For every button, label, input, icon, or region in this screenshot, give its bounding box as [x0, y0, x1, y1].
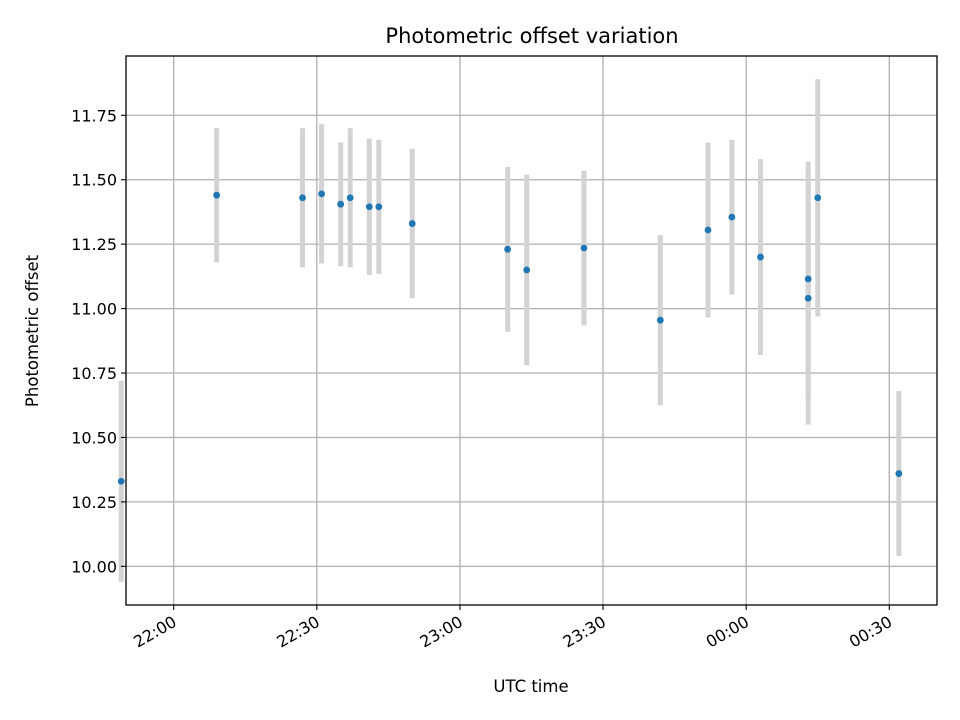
- y-axis-ticks: 10.00 10.25 10.50 10.75 11.00 11.25 11.50 11.75: [71, 106, 126, 576]
- data-point: [365, 203, 373, 211]
- data-point: [757, 253, 764, 261]
- x-tick-label: 23:30: [560, 612, 609, 652]
- data-point: [895, 470, 903, 477]
- data-point: [704, 226, 712, 234]
- data-point: [728, 213, 736, 221]
- data-point: [299, 194, 306, 202]
- data-point: [408, 220, 416, 227]
- data-point: [318, 190, 325, 198]
- x-tick-label: 23:00: [417, 612, 466, 652]
- data-point: [656, 316, 664, 324]
- data-point: [814, 194, 822, 202]
- data-point: [523, 266, 531, 274]
- data-point: [580, 244, 588, 252]
- y-tick-label: 11.25: [71, 235, 117, 254]
- error-bars: [118, 79, 902, 582]
- grid: [126, 56, 937, 605]
- y-tick-label: 10.50: [71, 428, 117, 447]
- y-tick-label: 11.00: [71, 300, 117, 319]
- plot-frame: [125, 55, 938, 606]
- data-point: [504, 245, 512, 253]
- x-tick-label: 22:30: [273, 612, 322, 652]
- y-tick-label: 11.75: [71, 106, 117, 125]
- x-tick-label: 00:30: [846, 612, 895, 652]
- x-tick-label: 22:00: [130, 612, 179, 652]
- data-point: [213, 191, 221, 199]
- y-tick-label: 11.50: [71, 171, 117, 190]
- data-point: [375, 203, 383, 211]
- y-axis-label: Photometric offset: [23, 254, 42, 407]
- data-point: [337, 200, 345, 208]
- data-point: [804, 294, 812, 302]
- x-axis-label: UTC time: [493, 677, 568, 696]
- x-axis-ticks: 22:00 22:30 23:00 23:30 00:00 00:30: [130, 605, 895, 652]
- y-tick-label: 10.00: [71, 557, 117, 576]
- data-point: [117, 477, 125, 485]
- data-points: [117, 190, 903, 485]
- y-tick-label: 10.75: [71, 364, 117, 383]
- x-tick-label: 00:00: [703, 612, 752, 652]
- data-point: [346, 194, 354, 202]
- y-tick-label: 10.25: [71, 493, 117, 512]
- data-point: [804, 275, 812, 283]
- chart-title: Photometric offset variation: [385, 24, 678, 48]
